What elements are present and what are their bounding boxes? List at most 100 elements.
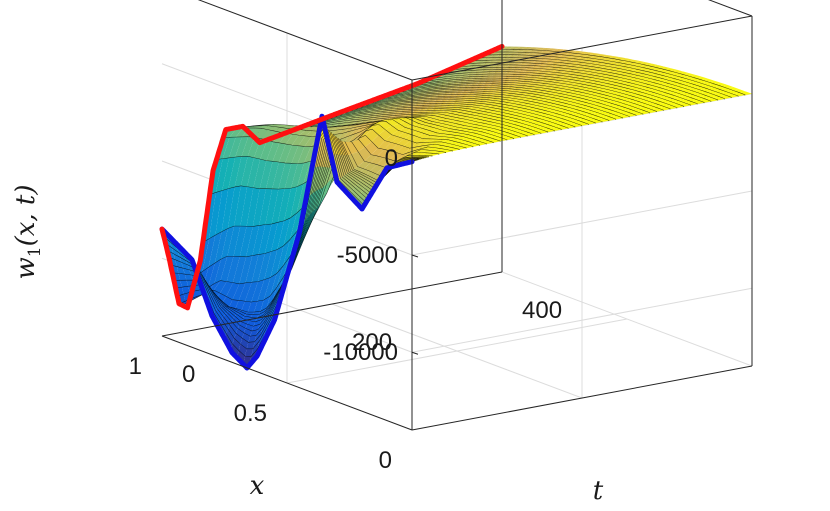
box-edge xyxy=(708,0,753,17)
surface-patch xyxy=(706,87,720,91)
surface-patch xyxy=(255,126,269,129)
surface-patch xyxy=(661,83,675,87)
surface-patch xyxy=(541,128,555,133)
surface-patch xyxy=(234,314,243,322)
surface-patch xyxy=(538,110,552,114)
surface-patch xyxy=(363,163,377,172)
surface-patch xyxy=(239,310,248,315)
surface-patch xyxy=(544,112,558,116)
surface-patch xyxy=(537,116,551,120)
surface-patch xyxy=(523,122,536,126)
surface-patch xyxy=(371,148,385,157)
surface-patch xyxy=(512,52,526,56)
surface-patch xyxy=(687,81,701,85)
surface-patch xyxy=(607,88,621,92)
surface-patch xyxy=(575,122,589,126)
surface-patch xyxy=(630,112,644,116)
surface-patch xyxy=(350,170,359,175)
surface-patch xyxy=(305,126,319,131)
surface-patch xyxy=(587,95,600,99)
surface-patch xyxy=(258,317,266,330)
surface-patch xyxy=(535,130,548,134)
surface-patch xyxy=(644,105,658,110)
x-tick-label: 1 xyxy=(129,353,142,380)
surface-patch xyxy=(441,137,455,140)
surface-patch xyxy=(548,127,562,131)
surface-patch xyxy=(569,120,583,124)
surface-patch xyxy=(648,80,662,84)
surface-patch xyxy=(630,72,644,76)
surface-patch xyxy=(562,124,576,129)
surface-patch xyxy=(217,307,226,317)
surface-patch xyxy=(514,46,527,50)
surface-patch xyxy=(459,70,473,74)
surface-patch xyxy=(352,118,366,123)
surface-patch xyxy=(471,70,485,73)
surface-patch xyxy=(523,60,537,64)
surface-patch xyxy=(658,99,672,104)
surface-patch xyxy=(460,63,474,67)
surface-patch xyxy=(258,224,272,255)
surface-patch xyxy=(233,226,247,257)
surface-patch xyxy=(347,154,358,170)
surface-patch xyxy=(177,251,186,261)
surface-patch xyxy=(619,97,633,101)
surface-patch xyxy=(725,94,739,98)
surface-patch xyxy=(347,172,356,178)
surface-patch xyxy=(707,84,721,88)
surface-patch xyxy=(516,63,530,66)
surface-patch xyxy=(227,226,241,257)
surface-patch xyxy=(700,85,714,89)
surface-patch xyxy=(215,158,229,193)
surface-patch xyxy=(265,161,279,190)
surface-patch xyxy=(685,94,699,99)
surface-patch xyxy=(428,139,442,143)
surface-patch xyxy=(695,76,709,81)
surface-patch xyxy=(601,89,615,93)
surface-patch xyxy=(339,120,353,124)
surface-patch xyxy=(345,121,359,126)
surface-patch xyxy=(502,129,516,134)
surface-patch xyxy=(363,176,372,182)
surface-patch xyxy=(566,102,579,106)
surface-patch xyxy=(364,119,378,123)
surface-patch xyxy=(472,67,486,71)
surface-patch xyxy=(598,105,612,109)
surface-patch xyxy=(292,129,306,136)
surface-patch xyxy=(345,119,359,123)
surface-patch xyxy=(686,88,700,92)
surface-patch xyxy=(524,58,538,61)
surface-patch xyxy=(646,92,660,96)
surface-patch xyxy=(494,134,508,138)
surface-patch xyxy=(570,116,584,120)
surface-patch xyxy=(713,86,727,90)
surface-patch xyxy=(503,120,517,124)
surface-patch xyxy=(572,101,586,104)
surface-patch xyxy=(572,104,586,108)
surface-patch xyxy=(257,251,271,282)
surface-patch xyxy=(509,67,523,70)
surface-patch xyxy=(503,67,517,70)
surface-patch xyxy=(238,282,252,302)
surface-patch xyxy=(507,135,521,139)
surface-patch xyxy=(423,135,437,140)
surface-patch xyxy=(591,109,604,113)
surface-patch xyxy=(231,308,240,313)
surface-patch xyxy=(698,99,712,103)
surface-patch xyxy=(536,123,550,127)
surface-patch xyxy=(626,93,640,97)
surface-patch xyxy=(461,135,475,139)
surface-patch xyxy=(726,87,740,91)
surface-patch xyxy=(460,66,474,70)
surface-patch xyxy=(669,72,683,76)
z-tick-label: -10000 xyxy=(323,339,398,366)
surface-patch xyxy=(245,324,254,332)
surface-patch xyxy=(451,94,465,97)
surface-patch xyxy=(523,63,537,66)
surface-patch xyxy=(175,259,183,268)
surface-patch xyxy=(645,99,659,103)
surface-patch xyxy=(283,213,297,247)
surface-patch xyxy=(390,111,404,115)
surface-patch xyxy=(681,82,695,86)
surface-patch xyxy=(354,185,363,194)
